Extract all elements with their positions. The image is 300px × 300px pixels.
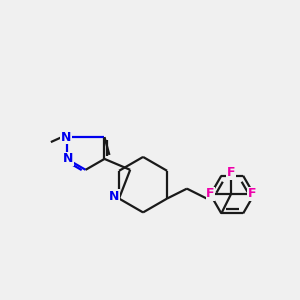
Text: F: F xyxy=(206,187,215,200)
Text: F: F xyxy=(227,166,236,179)
Text: N: N xyxy=(61,130,71,144)
Text: N: N xyxy=(109,190,119,203)
Text: F: F xyxy=(248,187,256,200)
Text: N: N xyxy=(62,152,73,165)
